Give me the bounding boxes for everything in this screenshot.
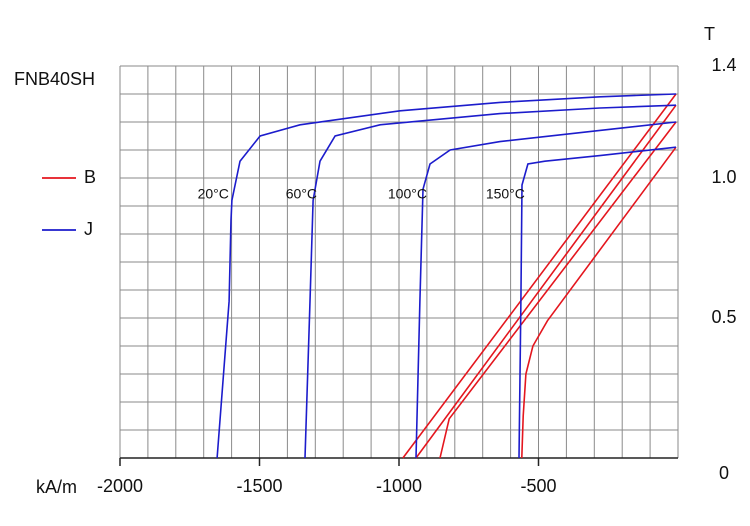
y-tick-label: 0	[719, 463, 729, 483]
y-axis-label: T	[704, 24, 715, 44]
y-tick-label: 1.0	[711, 167, 736, 187]
legend-label: J	[84, 219, 93, 239]
chart-title: FNB40SH	[14, 69, 95, 89]
y-tick-label: 0.5	[711, 307, 736, 327]
curve	[402, 93, 677, 459]
curve-label: 60°C	[286, 186, 317, 202]
curve	[216, 93, 677, 459]
x-tick-label: -1500	[236, 476, 282, 496]
curve	[439, 121, 677, 459]
x-tick-label: -1000	[376, 476, 422, 496]
curve	[521, 146, 677, 459]
curve-label: 20°C	[198, 186, 229, 202]
curve-label: 150°C	[486, 186, 525, 202]
y-tick-label: 1.4	[711, 55, 736, 75]
legend-label: B	[84, 167, 96, 187]
x-axis-label: kA/m	[36, 477, 77, 497]
curve	[415, 104, 677, 459]
x-tick-label: -2000	[97, 476, 143, 496]
curve	[415, 121, 677, 459]
x-tick-label: -500	[520, 476, 556, 496]
curve-label: 100°C	[388, 186, 427, 202]
curve	[304, 104, 677, 459]
curve	[518, 146, 677, 459]
